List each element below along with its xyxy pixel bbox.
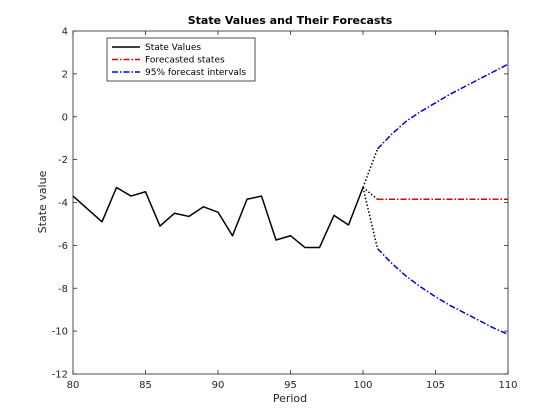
- y-axis: 4 2 0 -2 -4 -6 -8 -10 -12: [52, 27, 508, 381]
- legend-label: Forecasted states: [145, 56, 225, 66]
- series-line-state-values: [72, 186, 364, 249]
- y-tick-label: -6: [58, 241, 68, 252]
- series-layer: [72, 63, 509, 336]
- x-tick-label: 90: [212, 380, 225, 391]
- legend-label: 95% forecast intervals: [145, 68, 246, 78]
- y-tick-label: -10: [52, 327, 68, 338]
- x-tick-label: 110: [498, 380, 517, 391]
- y-tick-label: 4: [62, 27, 68, 38]
- x-axis: 80 85 90 95 100 105 110: [67, 31, 518, 391]
- x-tick-label: 95: [284, 380, 297, 391]
- x-tick-label: 105: [426, 380, 445, 391]
- x-tick-label: 85: [139, 380, 152, 391]
- y-tick-label: -12: [52, 370, 68, 381]
- x-axis-label: Period: [273, 392, 307, 405]
- y-tick-label: 0: [62, 112, 68, 123]
- plot-area: [72, 30, 509, 375]
- y-tick-label: -4: [58, 198, 68, 209]
- y-tick-label: 2: [62, 69, 68, 80]
- y-tick-label: -2: [58, 155, 68, 166]
- legend: State Values Forecasted states 95% forecas…: [106, 37, 256, 82]
- series-line-forecast-interval-upper: [376, 63, 509, 150]
- legend-label: State Values: [145, 43, 201, 53]
- y-tick-label: -8: [58, 284, 68, 295]
- series-line-forecast-interval-lower: [376, 248, 509, 336]
- x-tick-label: 80: [67, 380, 80, 391]
- x-tick-label: 100: [353, 380, 372, 391]
- chart-title: State Values and Their Forecasts: [188, 14, 393, 27]
- y-axis-label: State value: [36, 170, 49, 233]
- axes-box: [72, 30, 509, 375]
